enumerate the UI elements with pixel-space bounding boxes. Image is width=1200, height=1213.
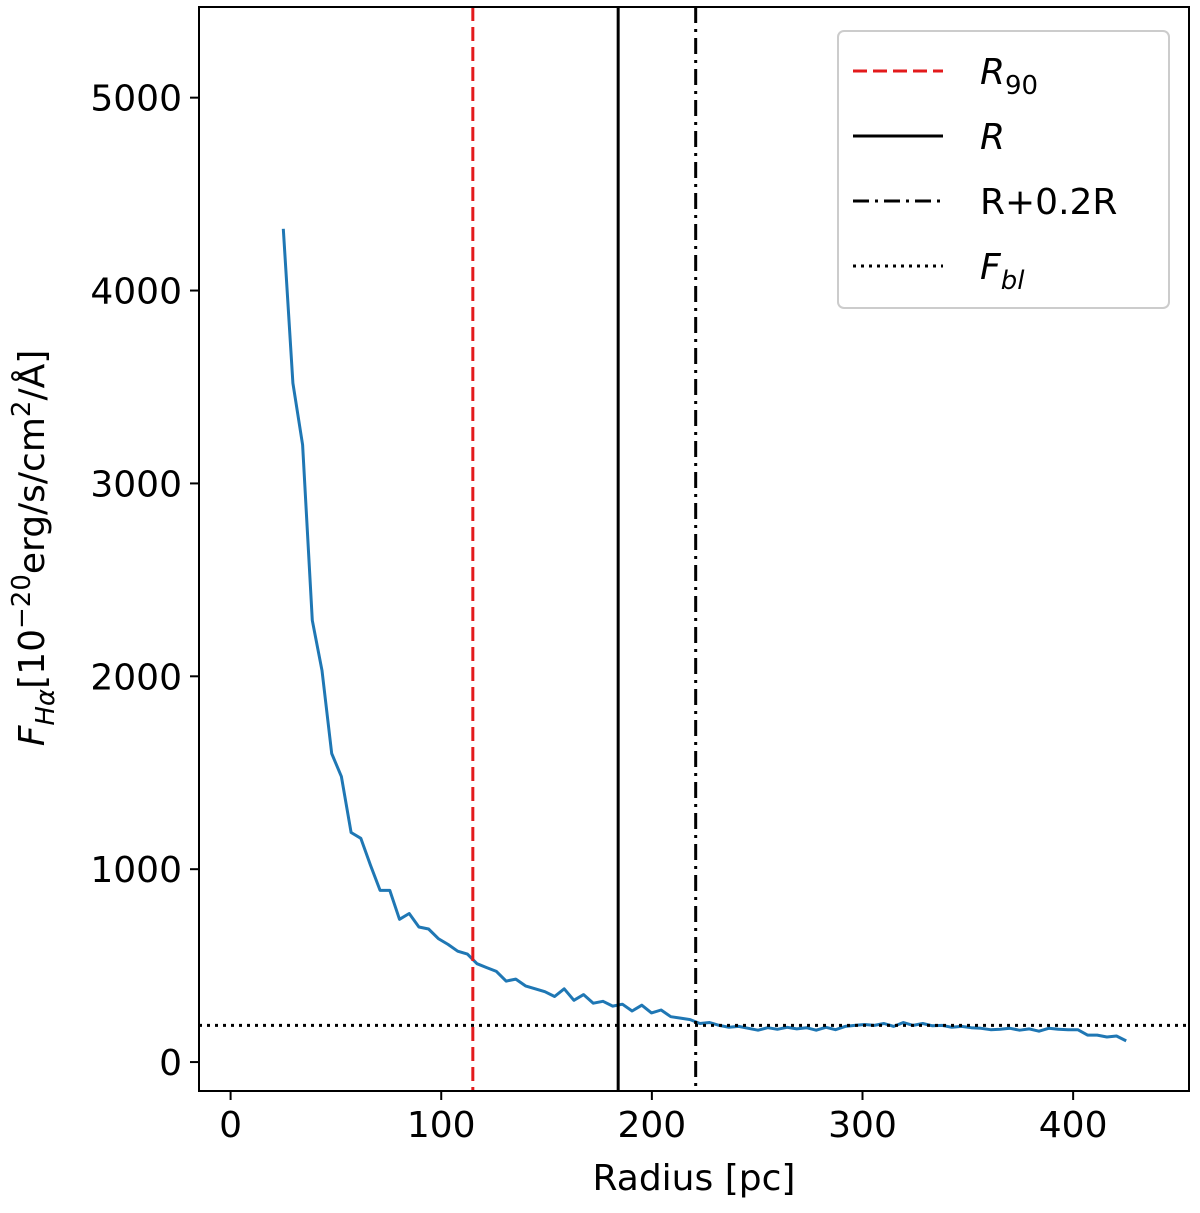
legend-box xyxy=(837,30,1170,309)
legend-label-3: Fbl xyxy=(980,247,1025,296)
y-tick-label: 4000 xyxy=(90,272,182,313)
y-tick-label: 5000 xyxy=(90,79,182,120)
axes-frame xyxy=(198,6,1190,1092)
y-tick-label: 2000 xyxy=(90,657,182,698)
x-tick-label: 200 xyxy=(618,1105,687,1146)
series-line-0 xyxy=(281,228,1127,1043)
legend-label-0: R90 xyxy=(980,52,1038,101)
x-tick-label: 100 xyxy=(407,1105,476,1146)
x-tick-label: 0 xyxy=(219,1105,242,1146)
legend-label-2: R+0.2R xyxy=(980,182,1117,223)
y-tick-label: 0 xyxy=(159,1043,182,1084)
legend: R90 R R+0.2R Fbl xyxy=(837,30,1170,309)
legend-label-1: R xyxy=(980,117,1005,158)
x-axis-label: Radius [pc] xyxy=(593,1158,796,1199)
x-tick-label: 400 xyxy=(1039,1105,1108,1146)
x-tick-label: 300 xyxy=(828,1105,897,1146)
y-tick-label: 3000 xyxy=(90,464,182,505)
y-axis-label: FHα[10−20erg/s/cm2/Å] xyxy=(7,350,61,747)
plot-area xyxy=(199,7,1189,1091)
y-tick-label: 1000 xyxy=(90,850,182,891)
